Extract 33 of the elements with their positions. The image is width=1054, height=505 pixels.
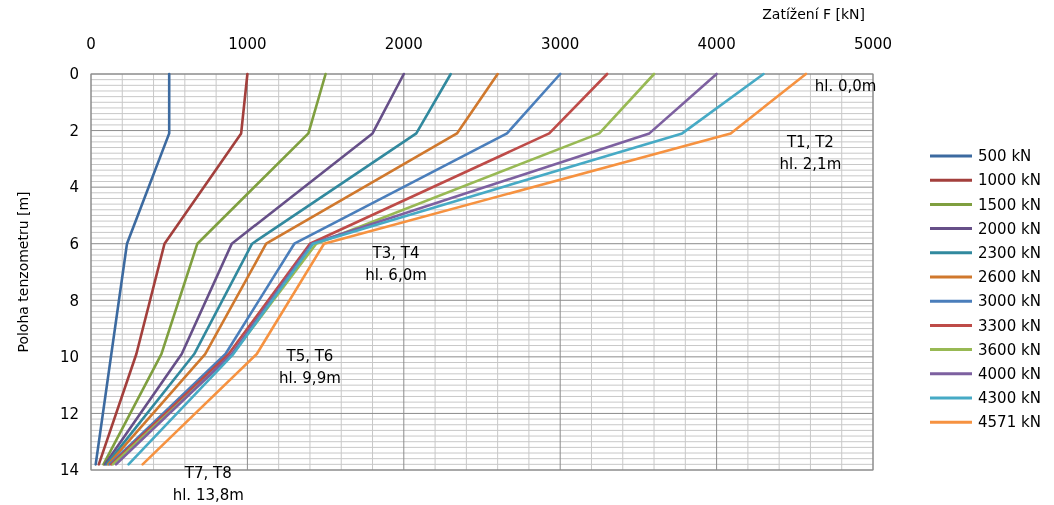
legend-label: 4571 kN xyxy=(978,413,1041,432)
annotation: T7, T8 hl. 13,8m xyxy=(172,464,244,505)
legend-label: 4300 kN xyxy=(978,389,1041,408)
y-axis-title: Poloha tenzometru [m] xyxy=(14,191,31,353)
annotation: T3, T4 hl. 6,0m xyxy=(365,244,427,285)
y-tick-label: 0 xyxy=(69,65,79,84)
y-tick-label: 12 xyxy=(59,404,79,423)
annotation: T5, T6 hl. 9,9m xyxy=(279,347,341,388)
legend-label: 2600 kN xyxy=(978,268,1041,287)
legend-label: 2000 kN xyxy=(978,219,1041,238)
x-tick-label: 1000 xyxy=(228,35,267,53)
x-axis-title: Zatížení F [kN] xyxy=(762,6,865,22)
legend-label: 4000 kN xyxy=(978,365,1041,384)
x-tick-label: 4000 xyxy=(697,35,736,53)
x-tick-label: 3000 xyxy=(541,35,580,53)
legend-label: 1000 kN xyxy=(978,171,1041,190)
legend-label: 500 kN xyxy=(978,147,1032,166)
y-tick-label: 8 xyxy=(69,291,79,310)
annotation: T1, T2 hl. 2,1m xyxy=(779,133,842,174)
y-tick-label: 10 xyxy=(59,348,79,367)
annotation: hl. 0,0m xyxy=(814,77,877,96)
legend-label: 2300 kN xyxy=(978,244,1041,263)
x-tick-label: 5000 xyxy=(853,35,893,53)
legend-label: 3000 kN xyxy=(978,292,1041,311)
y-tick-label: 14 xyxy=(59,461,79,480)
legend-label: 3600 kN xyxy=(978,340,1041,359)
legend-label: 1500 kN xyxy=(978,195,1041,214)
y-tick-label: 2 xyxy=(69,121,79,140)
x-tick-label: 0 xyxy=(86,35,96,53)
y-tick-label: 4 xyxy=(69,178,79,197)
x-tick-label: 2000 xyxy=(384,35,423,53)
legend-label: 3300 kN xyxy=(978,316,1041,335)
y-tick-label: 6 xyxy=(69,234,79,253)
